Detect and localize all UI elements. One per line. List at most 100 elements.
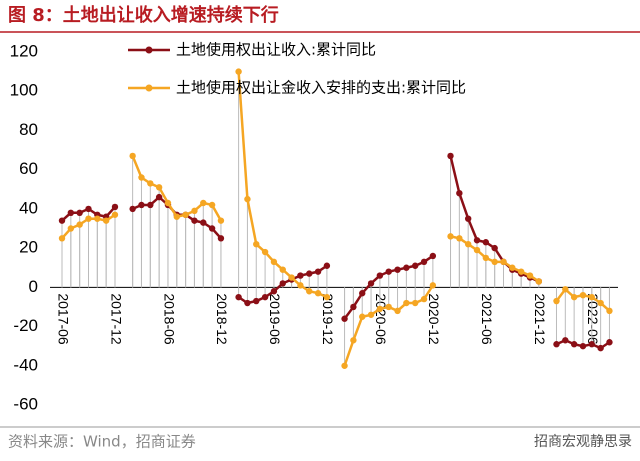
point: [376, 305, 384, 313]
point: [350, 303, 357, 311]
point: [597, 299, 604, 307]
y-tick-label: -40: [13, 355, 38, 374]
point: [67, 209, 75, 217]
point: [447, 152, 454, 160]
point: [94, 215, 101, 222]
x-tick-label: 2018-06: [161, 293, 177, 345]
point: [562, 286, 569, 293]
point: [244, 299, 251, 307]
legend-marker: [145, 46, 153, 54]
point: [491, 258, 498, 266]
point: [191, 217, 198, 224]
point: [208, 201, 216, 209]
point: [58, 235, 66, 242]
x-tick-label: 2019-12: [320, 293, 336, 345]
point: [606, 307, 613, 315]
x-tick-label: 2021-06: [479, 293, 495, 345]
source: 资料来源：Wind，招商证券: [8, 433, 196, 451]
point: [129, 152, 136, 160]
y-tick-label: -60: [13, 394, 38, 413]
point: [253, 240, 260, 248]
point: [376, 272, 384, 279]
point: [111, 203, 119, 211]
y-tick-label: -20: [13, 316, 38, 335]
point: [606, 339, 613, 346]
x-tick-label: 2019-06: [267, 293, 283, 345]
point: [155, 184, 163, 191]
point: [570, 341, 578, 348]
point: [235, 293, 242, 301]
point: [429, 252, 437, 260]
point: [394, 266, 401, 273]
point: [341, 362, 348, 369]
point: [164, 199, 172, 207]
series-line: [237, 71, 328, 299]
point: [464, 240, 472, 248]
x-tick-label: 2022-06: [585, 293, 601, 345]
point: [420, 258, 428, 266]
point: [111, 211, 119, 218]
point: [288, 274, 295, 281]
point: [279, 266, 286, 273]
point: [244, 195, 251, 203]
point: [473, 246, 481, 254]
point: [579, 291, 587, 299]
point: [464, 215, 472, 222]
point: [579, 342, 587, 350]
point: [597, 344, 604, 352]
point: [420, 295, 428, 303]
chart-title: 图 8：土地出让收入增速持续下行: [8, 4, 279, 26]
point: [482, 239, 490, 246]
point: [67, 225, 75, 232]
y-tick-label: 100: [10, 81, 38, 100]
point: [85, 215, 92, 222]
point: [129, 205, 136, 213]
point: [323, 293, 331, 301]
point: [367, 280, 375, 287]
point: [270, 288, 278, 295]
point: [200, 199, 207, 207]
point: [138, 201, 145, 209]
point: [359, 313, 366, 320]
point: [58, 217, 66, 224]
plot: -60 -40 -20 0 20 40 60 80 100 120 2017-06 2017-12 20…: [10, 41, 618, 413]
point: [102, 217, 110, 224]
point: [359, 290, 366, 297]
point: [553, 297, 560, 305]
point: [147, 180, 154, 187]
point: [323, 262, 331, 269]
point: [173, 213, 180, 220]
point: [456, 235, 463, 242]
point: [473, 237, 481, 244]
point: [412, 299, 419, 307]
point: [155, 193, 163, 201]
point: [217, 235, 225, 242]
point: [200, 219, 207, 226]
legend-label: 土地使用权出让收入:累计同比: [176, 41, 376, 59]
point: [217, 217, 225, 224]
point: [553, 341, 560, 348]
point: [517, 268, 525, 275]
watermark: 招商宏观静思录: [534, 434, 632, 450]
point: [367, 311, 375, 318]
point: [412, 262, 419, 269]
y-tick-label: 80: [19, 120, 38, 139]
point: [350, 337, 357, 344]
point: [314, 268, 322, 275]
point: [85, 205, 92, 213]
y-tick-label: 120: [10, 41, 38, 60]
point: [535, 278, 543, 285]
point: [588, 341, 595, 348]
y-tick-label: 40: [19, 198, 38, 217]
point: [394, 307, 401, 315]
point: [147, 201, 154, 209]
point: [76, 221, 83, 228]
point: [182, 211, 189, 218]
point: [456, 190, 463, 197]
point: [385, 268, 392, 275]
x-tick-label: 2017-06: [55, 293, 71, 345]
point: [253, 297, 260, 305]
point: [429, 282, 437, 289]
x-tick-label: 2018-12: [214, 293, 230, 345]
point: [297, 272, 304, 279]
